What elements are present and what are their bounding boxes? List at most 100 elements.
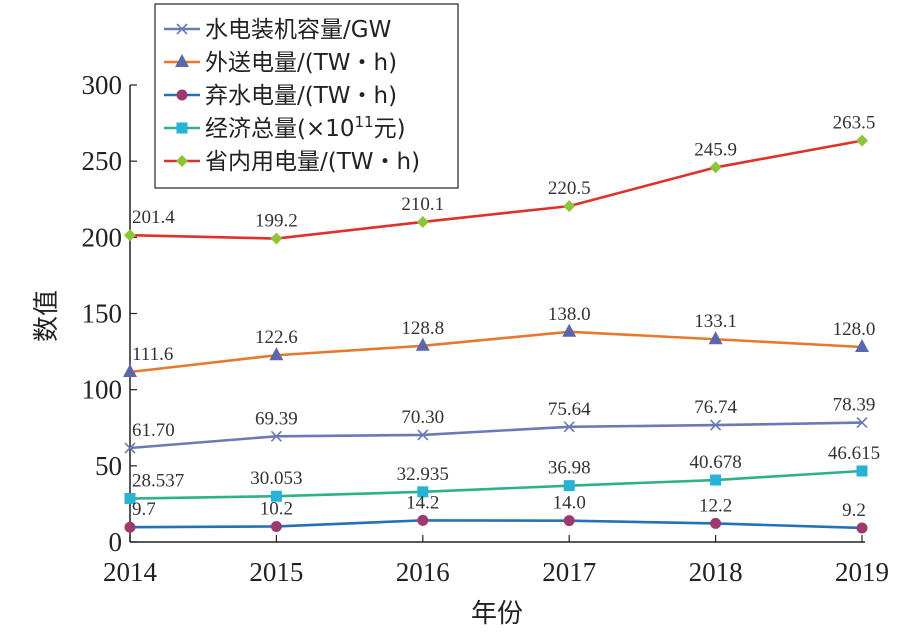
legend-label: 经济总量(×1011元) xyxy=(205,113,406,142)
series-4 xyxy=(124,134,868,245)
data-point xyxy=(270,490,282,502)
data-point xyxy=(269,347,284,361)
data-label: 138.0 xyxy=(548,304,591,325)
y-tick-label: 50 xyxy=(95,451,122,481)
y-tick-label: 300 xyxy=(82,70,123,100)
y-tick-label: 100 xyxy=(82,375,123,405)
legend-swatch-marker xyxy=(175,54,189,67)
data-label: 128.8 xyxy=(401,318,444,339)
y-tick-label: 200 xyxy=(82,222,123,252)
legend-swatch-marker xyxy=(176,89,188,101)
data-label: 9.7 xyxy=(132,499,156,520)
data-point xyxy=(856,522,868,534)
data-point xyxy=(562,323,577,337)
x-tick-label: 2014 xyxy=(103,557,158,587)
data-point xyxy=(124,229,136,242)
data-label: 75.64 xyxy=(548,399,591,420)
data-label: 28.537 xyxy=(132,471,184,492)
data-point xyxy=(415,337,430,351)
data-point xyxy=(563,421,575,433)
data-label: 40.678 xyxy=(689,452,741,473)
data-point xyxy=(855,339,869,353)
data-point xyxy=(710,474,722,486)
data-point xyxy=(563,200,576,213)
y-tick-label: 150 xyxy=(82,299,123,329)
y-tick-label: 250 xyxy=(82,146,123,176)
data-label: 32.935 xyxy=(397,464,449,485)
legend: 水电装机容量/GW 外送电量/(TW・h) 弃水电量/(TW・h) 经济总量(×101… xyxy=(154,3,459,189)
legend-label: 水电装机容量/GW xyxy=(205,17,391,43)
data-labels: 61.70 69.39 70.30 75.64 76.74 78.39 111.6 122.6… xyxy=(132,113,880,521)
legend-item: 外送电量/(TW・h) xyxy=(164,50,397,76)
data-label: 14.2 xyxy=(406,492,439,513)
data-point xyxy=(416,215,429,228)
data-label: 14.0 xyxy=(553,493,586,514)
data-point xyxy=(417,514,429,526)
legend-box xyxy=(154,3,459,189)
series-1 xyxy=(123,323,869,377)
data-label: 9.2 xyxy=(842,500,866,521)
series-line xyxy=(129,421,863,450)
data-point xyxy=(710,419,722,431)
data-label: 128.0 xyxy=(833,319,876,340)
data-label: 61.70 xyxy=(132,420,175,441)
x-axis-title: 年份 xyxy=(471,599,523,628)
data-label: 199.2 xyxy=(255,211,298,232)
data-label: 10.2 xyxy=(260,498,293,519)
data-point xyxy=(710,517,722,529)
data-label: 78.39 xyxy=(833,395,876,416)
data-point xyxy=(417,486,429,498)
data-point xyxy=(708,331,723,345)
data-point xyxy=(123,363,137,377)
data-label: 12.2 xyxy=(699,495,732,516)
data-label: 210.1 xyxy=(401,194,444,215)
legend-label: 弃水电量/(TW・h) xyxy=(205,83,397,109)
data-point xyxy=(417,429,429,441)
data-label: 220.5 xyxy=(548,178,591,199)
legend-swatch-marker xyxy=(176,155,188,167)
series-2 xyxy=(124,514,868,534)
data-point xyxy=(124,521,136,533)
x-axis-ticks: 2014 2015 2016 2017 2018 2019 xyxy=(103,535,889,587)
data-label: 30.053 xyxy=(250,468,302,489)
y-axis-ticks: 0 50 100 150 200 250 300 xyxy=(82,70,137,557)
data-label: 46.615 xyxy=(828,443,880,464)
y-axis-title: 数值 xyxy=(32,290,61,342)
data-point xyxy=(270,430,282,442)
data-point xyxy=(124,442,136,454)
data-label: 111.6 xyxy=(132,344,173,365)
data-point xyxy=(270,232,283,245)
data-point xyxy=(563,480,575,492)
data-label: 133.1 xyxy=(694,311,737,332)
series-3 xyxy=(124,465,868,505)
data-label: 36.98 xyxy=(548,458,591,479)
series-line xyxy=(129,519,863,530)
data-label: 245.9 xyxy=(694,139,737,160)
data-point xyxy=(709,161,722,174)
data-point xyxy=(856,134,868,147)
data-label: 69.39 xyxy=(255,408,298,429)
legend-item: 省内用电量/(TW・h) xyxy=(164,149,420,175)
data-label: 70.30 xyxy=(401,407,444,428)
legend-label: 外送电量/(TW・h) xyxy=(205,50,397,76)
y-tick-label: 0 xyxy=(109,527,123,557)
x-tick-label: 2017 xyxy=(542,557,596,587)
series-line xyxy=(129,139,863,240)
legend-item: 弃水电量/(TW・h) xyxy=(164,83,397,109)
data-point xyxy=(270,520,282,532)
data-label: 76.74 xyxy=(694,397,737,418)
x-tick-label: 2019 xyxy=(835,557,889,587)
legend-item: 经济总量(×1011元) xyxy=(164,113,406,142)
series-line xyxy=(129,330,863,374)
x-tick-label: 2016 xyxy=(396,557,450,587)
legend-label: 省内用电量/(TW・h) xyxy=(205,149,420,175)
data-point xyxy=(856,465,868,477)
data-point xyxy=(124,493,136,505)
data-label: 263.5 xyxy=(833,113,876,134)
data-point xyxy=(563,515,575,527)
data-label: 201.4 xyxy=(132,207,175,228)
x-tick-label: 2018 xyxy=(689,557,743,587)
series-line xyxy=(129,469,863,500)
legend-swatch-marker xyxy=(176,23,188,35)
